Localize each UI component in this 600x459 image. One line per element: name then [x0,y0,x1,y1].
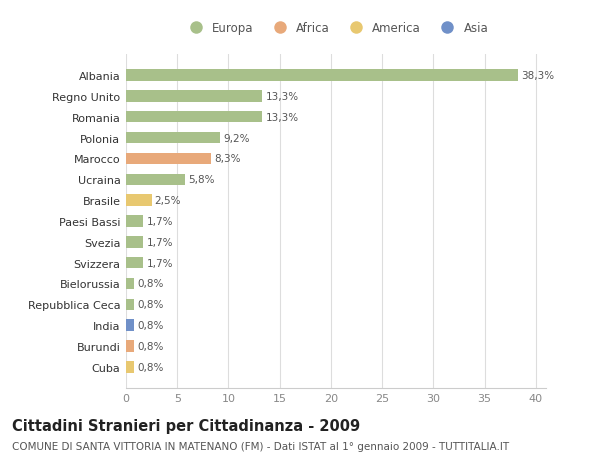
Bar [126,91,262,102]
Text: 2,5%: 2,5% [155,196,181,206]
Bar [126,236,143,248]
Text: 8,3%: 8,3% [214,154,241,164]
Bar [126,257,143,269]
Text: 13,3%: 13,3% [265,112,298,123]
Bar [126,153,211,165]
Bar [126,278,134,290]
Bar [126,299,134,310]
Text: 9,2%: 9,2% [223,133,250,143]
Text: 38,3%: 38,3% [521,71,554,81]
Text: 0,8%: 0,8% [137,279,164,289]
Bar [126,361,134,373]
Text: 1,7%: 1,7% [146,258,173,268]
Bar [126,216,143,227]
Text: 0,8%: 0,8% [137,362,164,372]
Text: 1,7%: 1,7% [146,217,173,226]
Text: COMUNE DI SANTA VITTORIA IN MATENANO (FM) - Dati ISTAT al 1° gennaio 2009 - TUTT: COMUNE DI SANTA VITTORIA IN MATENANO (FM… [12,441,509,451]
Text: 5,8%: 5,8% [188,175,215,185]
Bar [126,133,220,144]
Bar [126,70,518,82]
Text: 0,8%: 0,8% [137,300,164,310]
Bar [126,112,262,123]
Text: 13,3%: 13,3% [265,92,298,102]
Text: 0,8%: 0,8% [137,320,164,330]
Text: 0,8%: 0,8% [137,341,164,351]
Bar [126,174,185,185]
Bar [126,195,152,207]
Text: 1,7%: 1,7% [146,237,173,247]
Text: Cittadini Stranieri per Cittadinanza - 2009: Cittadini Stranieri per Cittadinanza - 2… [12,418,360,433]
Legend: Europa, Africa, America, Asia: Europa, Africa, America, Asia [179,18,493,40]
Bar [126,341,134,352]
Bar [126,320,134,331]
